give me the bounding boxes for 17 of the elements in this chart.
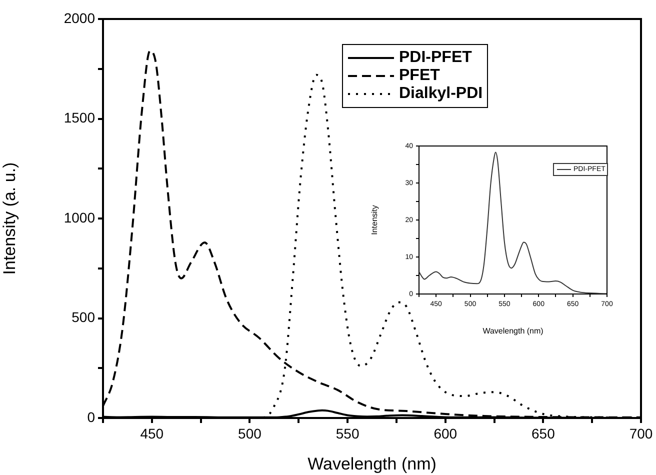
y-tick-label: 1500 [64,110,96,126]
x-tick-label: 550 [336,425,360,442]
x-tick-label: 600 [434,425,458,442]
y-axis-title: Intensity (a. u.) [0,162,19,275]
x-axis-title: Wavelength (nm) [308,454,436,474]
x-tick-label: 450 [140,425,164,442]
y-tick-label: 0 [87,408,96,425]
legend-label: PDI-PFET [399,49,472,67]
y-axis-title: Intensity [370,205,380,235]
x-tick-label: 700 [629,425,653,442]
x-tick-label: 500 [238,425,262,442]
y-tick-label: 1000 [64,209,96,226]
x-tick-label: 650 [532,425,556,442]
legend-label: Dialkyl-PDI [399,85,483,103]
legend-label: PFET [399,67,440,85]
x-axis-title: Wavelength (nm) [482,326,544,336]
y-tick-label: 2000 [64,10,96,26]
